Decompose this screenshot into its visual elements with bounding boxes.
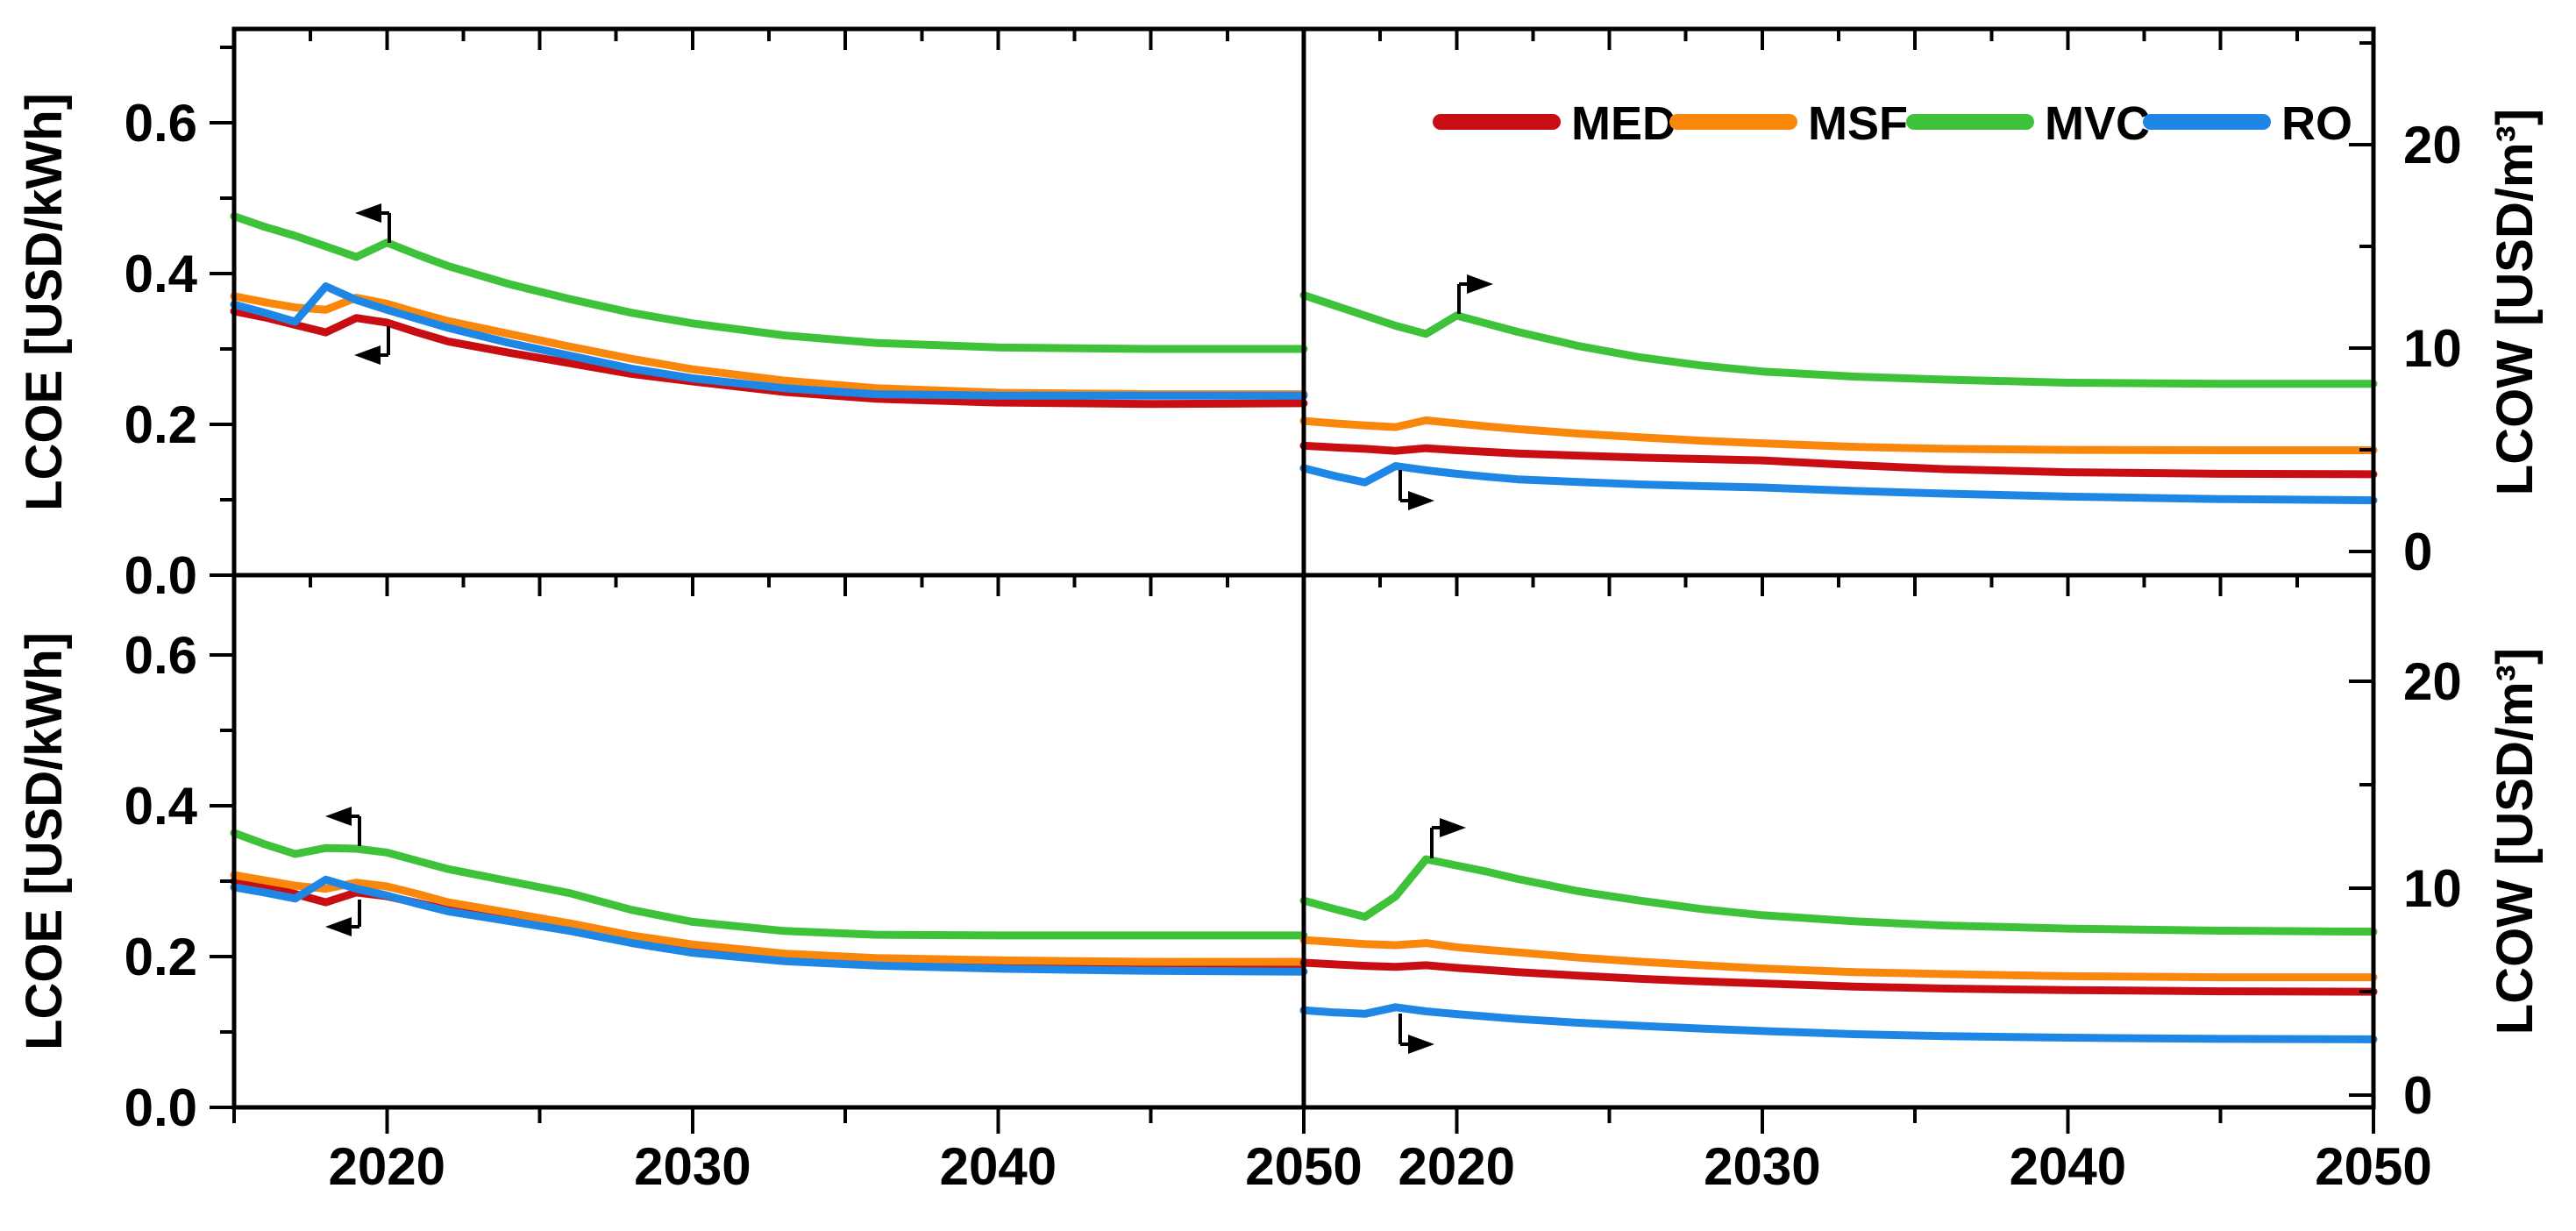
tick-labels-layer: 0.0 0.2 0.4 0.6 0 10 20 0.0 0.2 0.4 0.6 2020 2030 204… [16, 93, 2544, 1196]
xtick-label: 2020 [329, 1137, 445, 1196]
curve-bottom-right-MED [1299, 958, 2378, 996]
ytick-label: 0.2 [125, 928, 197, 986]
legend-swatch-MED [1433, 114, 1561, 130]
ytick-label: 0.2 [125, 395, 197, 454]
curve-top-left-MVC [230, 212, 1308, 353]
curve-bottom-right-MVC [1299, 855, 2378, 936]
curve-top-right-MED [1299, 441, 2378, 479]
right-axis-title-top: LCOW [USD/m³] [2487, 109, 2544, 495]
left-axis-title-bottom: LCOE [USD/kWh] [16, 632, 73, 1050]
ticks-layer [210, 29, 2375, 1134]
axis-arrow-bottom-right-MVC [1430, 818, 1466, 858]
ytick-label: 0.4 [125, 777, 198, 836]
axis-arrow-bottom-left-MED [325, 900, 361, 936]
annotations-layer [325, 203, 1493, 1054]
ytick-label: 0 [2403, 1066, 2432, 1125]
legend-swatch-RO [2143, 114, 2271, 130]
panel-top-left [230, 212, 1308, 409]
arrowhead-right-icon [1408, 491, 1434, 510]
panel-bottom-left [230, 829, 1308, 976]
curve-bottom-right-RO [1299, 1003, 2378, 1043]
xtick-label: 2020 [1398, 1137, 1515, 1196]
axis-arrow-top-left-MVC [355, 203, 391, 243]
legend-swatch-MVC [1906, 114, 2034, 130]
ytick-label: 10 [2403, 859, 2462, 918]
axis-arrow-top-right-RO [1398, 470, 1434, 510]
ytick-label: 0 [2403, 523, 2432, 581]
legend-entry-MVC: MVC [1906, 97, 2150, 150]
curve-top-left-RO [230, 282, 1308, 400]
xtick-label: 2050 [2315, 1137, 2431, 1196]
arrowhead-right-icon [1440, 818, 1466, 837]
legend-entry-MED: MED [1433, 97, 1676, 150]
legend: MED MSF MVC RO [1433, 97, 2352, 150]
curve-top-right-RO [1299, 462, 2378, 505]
legend-label-RO: RO [2281, 97, 2352, 150]
ytick-label: 0.0 [125, 1078, 197, 1137]
xtick-label: 2030 [634, 1137, 751, 1196]
xtick-label: 2050 [1245, 1137, 1362, 1196]
axis-arrow-top-left-MED [354, 326, 390, 365]
ytick-label: 0.4 [125, 245, 198, 303]
axis-arrow-bottom-right-RO [1398, 1014, 1434, 1054]
legend-label-MSF: MSF [1808, 97, 1908, 150]
curve-top-right-MSF [1299, 416, 2378, 454]
ytick-label: 0.6 [125, 94, 197, 153]
left-axis-title-top: LCOE [USD/kWh] [16, 93, 73, 511]
curve-bottom-left-MVC [230, 829, 1308, 940]
arrowhead-right-icon [1408, 1035, 1434, 1054]
legend-entry-RO: RO [2143, 97, 2352, 150]
axis-arrow-bottom-left-MVC [325, 807, 361, 846]
xtick-label: 2040 [940, 1137, 1057, 1196]
arrowhead-left-icon [354, 345, 381, 365]
arrowhead-left-icon [325, 807, 352, 826]
xtick-label: 2040 [2010, 1137, 2126, 1196]
ytick-label: 0.0 [125, 546, 197, 605]
arrowhead-left-icon [325, 917, 352, 936]
ytick-label: 0.6 [125, 626, 197, 685]
legend-label-MED: MED [1571, 97, 1676, 150]
curves-layer [230, 212, 2378, 1043]
panel-top-right [1299, 291, 2378, 505]
legend-label-MVC: MVC [2045, 97, 2150, 150]
ytick-label: 10 [2403, 319, 2462, 378]
curve-top-left-MSF [230, 292, 1308, 399]
arrowhead-left-icon [355, 203, 381, 223]
arrowhead-right-icon [1467, 274, 1493, 294]
legend-entry-MSF: MSF [1669, 97, 1908, 150]
right-axis-title-bottom: LCOW [USD/m³] [2487, 648, 2544, 1035]
ytick-label: 20 [2403, 652, 2462, 711]
panel-bottom-right [1299, 855, 2378, 1043]
legend-swatch-MSF [1669, 114, 1797, 130]
curve-top-left-MED [230, 307, 1308, 409]
ytick-label: 20 [2403, 116, 2462, 174]
curve-bottom-left-RO [230, 875, 1308, 976]
curve-bottom-right-MSF [1299, 936, 2378, 982]
axis-arrow-top-right-MVC [1457, 274, 1493, 314]
curve-top-right-MVC [1299, 291, 2378, 388]
xtick-label: 2030 [1704, 1137, 1820, 1196]
